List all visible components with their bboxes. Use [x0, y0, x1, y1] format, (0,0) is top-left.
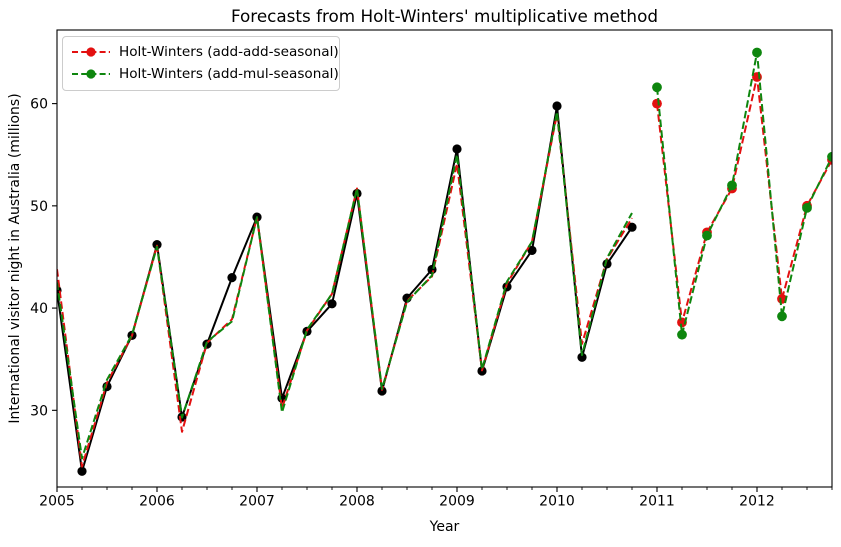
- data-point: [152, 240, 162, 250]
- legend-label-add-mul: Holt-Winters (add-mul-seasonal): [119, 66, 339, 82]
- axis-ticks: 2005 2006 2007 2008 2009 2010 2011 2012 30 40 50 60: [30, 97, 833, 510]
- data-point: [802, 203, 812, 213]
- y-tick-label: 60: [30, 97, 48, 113]
- chart-title: Forecasts from Holt-Winters' multiplicat…: [231, 6, 658, 26]
- x-axis-label: Year: [429, 519, 460, 535]
- legend-label-add-add: Holt-Winters (add-add-seasonal): [119, 44, 339, 60]
- series-fitted-add-mul-seasonal: [57, 110, 633, 460]
- data-point: [227, 273, 237, 283]
- data-point: [727, 180, 737, 191]
- legend-item-add-mul: Holt-Winters (add-mul-seasonal): [71, 63, 339, 85]
- x-tick-label: 2012: [739, 494, 775, 510]
- series-holt-winters-add-add-seasonal-: [652, 72, 832, 328]
- x-tick-label: 2010: [539, 494, 575, 510]
- y-axis-label: International visitor night in Australia…: [7, 93, 23, 423]
- plot-series: [57, 47, 832, 476]
- x-tick-label: 2006: [139, 494, 175, 510]
- data-point: [77, 466, 87, 476]
- data-point: [552, 101, 562, 111]
- data-point: [527, 245, 537, 255]
- data-point: [702, 230, 712, 241]
- data-point: [577, 352, 587, 362]
- marker-dot-icon: [86, 47, 96, 57]
- series-holt-winters-add-mul-seasonal-: [652, 47, 832, 340]
- y-tick-label: 30: [30, 403, 48, 419]
- data-point: [377, 386, 387, 396]
- x-tick-label: 2008: [339, 494, 375, 510]
- data-point: [652, 82, 662, 93]
- series-fitted-add-add-seasonal: [57, 112, 633, 468]
- x-tick-label: 2011: [639, 494, 675, 510]
- x-tick-label: 2009: [439, 494, 475, 510]
- plot-frame: [56, 29, 833, 488]
- legend-item-add-add: Holt-Winters (add-add-seasonal): [71, 41, 339, 63]
- x-tick-label: 2005: [39, 494, 75, 510]
- x-tick-label: 2007: [239, 494, 275, 510]
- y-tick-label: 50: [30, 199, 48, 215]
- legend: Holt-Winters (add-add-seasonal) Holt-Win…: [62, 36, 340, 91]
- legend-sample-add-add: [72, 47, 110, 57]
- marker-dot-icon: [86, 69, 96, 79]
- data-point: [777, 311, 787, 322]
- data-point: [327, 299, 337, 309]
- data-point: [752, 47, 762, 58]
- data-point: [452, 144, 462, 154]
- data-point: [827, 151, 832, 162]
- y-tick-label: 40: [30, 301, 48, 317]
- data-point: [627, 222, 637, 232]
- legend-sample-add-mul: [72, 69, 110, 79]
- data-point: [677, 329, 687, 340]
- data-point: [652, 98, 662, 109]
